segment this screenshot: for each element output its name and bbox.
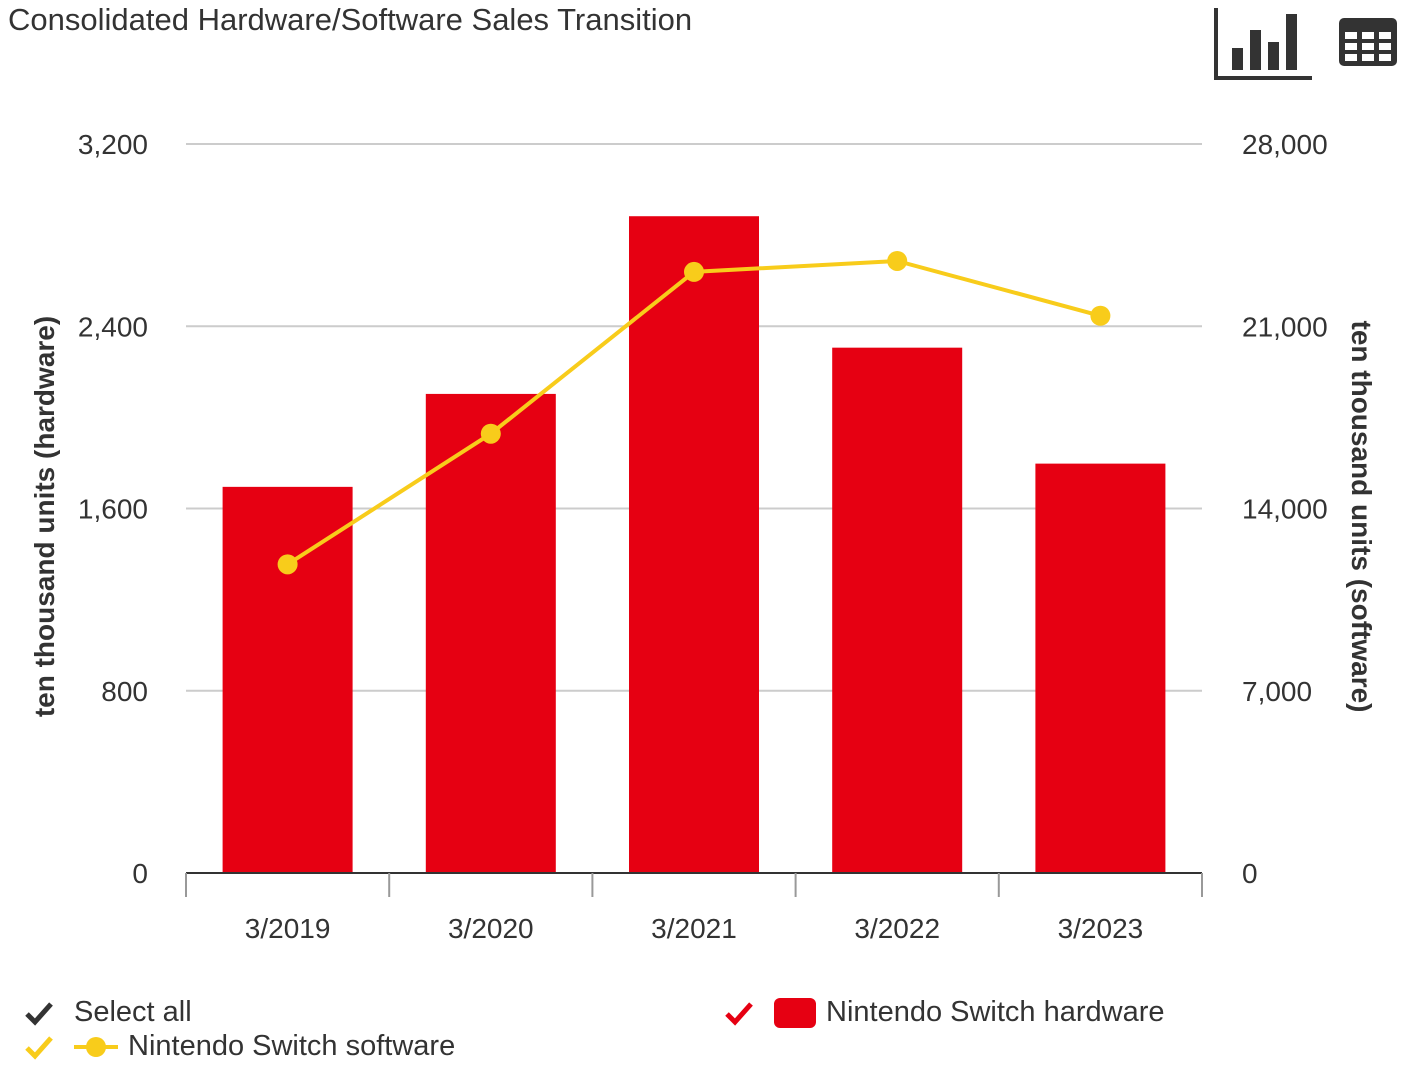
legend: Select all Nintendo Switch hardware Nint… xyxy=(0,990,1416,1075)
view-toolbar xyxy=(1212,6,1412,82)
x-tick-label: 3/2020 xyxy=(448,913,534,944)
y-tick-label-right: 7,000 xyxy=(1242,676,1312,707)
y-axis-title-right: ten thousand units (software) xyxy=(1346,321,1377,713)
chart-area: 0 0 800 7,000 1,600 14,000 2,400 21,000 3,200 28,… xyxy=(29,129,1377,944)
y-axis-title-left: ten thousand units (hardware) xyxy=(29,316,60,717)
checkmark-icon xyxy=(24,1032,54,1062)
y-tick-label-right: 21,000 xyxy=(1242,311,1328,342)
bar-chart-icon xyxy=(1214,8,1312,80)
point-software xyxy=(480,423,501,444)
y-tick-label-left: 1,600 xyxy=(78,494,148,525)
point-software xyxy=(887,250,908,271)
table-view-button[interactable] xyxy=(1337,16,1399,73)
bar-hardware xyxy=(832,347,963,873)
legend-hardware-label: Nintendo Switch hardware xyxy=(826,996,1165,1028)
x-tick-label: 3/2022 xyxy=(854,913,940,944)
bar-hardware xyxy=(425,393,556,873)
y-tick-label-left: 0 xyxy=(132,858,148,889)
point-software xyxy=(277,554,298,575)
legend-select-all-label: Select all xyxy=(74,996,192,1028)
point-software xyxy=(684,261,704,282)
software-swatch xyxy=(74,1032,118,1062)
x-tick-label: 3/2021 xyxy=(651,913,737,944)
y-tick-label-left: 3,200 xyxy=(78,129,148,160)
x-tick-label: 3/2019 xyxy=(245,913,331,944)
table-icon xyxy=(1339,18,1397,66)
checkmark-icon xyxy=(724,998,754,1028)
chart-title: Consolidated Hardware/Software Sales Tra… xyxy=(8,2,693,37)
chart-view-button[interactable] xyxy=(1212,6,1314,87)
checkmark-icon xyxy=(24,998,54,1028)
point-software xyxy=(1090,305,1111,326)
legend-item-software[interactable]: Nintendo Switch software xyxy=(24,1030,455,1063)
hardware-swatch xyxy=(774,997,816,1028)
legend-software-label: Nintendo Switch software xyxy=(128,1030,456,1062)
bar-hardware xyxy=(629,216,759,874)
y-tick-label-right: 0 xyxy=(1242,858,1258,889)
legend-item-hardware[interactable]: Nintendo Switch hardware xyxy=(724,996,1165,1029)
y-tick-label-right: 28,000 xyxy=(1242,129,1328,160)
y-tick-label-right: 14,000 xyxy=(1242,494,1328,525)
x-tick-label: 3/2023 xyxy=(1058,913,1144,944)
y-tick-label-left: 2,400 xyxy=(78,311,148,342)
y-tick-label-left: 800 xyxy=(101,676,148,707)
bar-hardware xyxy=(1035,463,1166,873)
bar-hardware xyxy=(222,486,353,873)
legend-select-all[interactable]: Select all xyxy=(24,996,192,1029)
